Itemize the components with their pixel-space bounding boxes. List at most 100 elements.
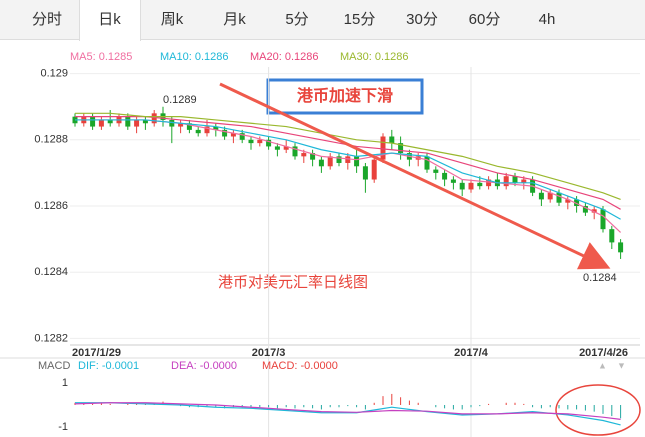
candle-body	[327, 156, 333, 167]
tab[interactable]: 4h	[538, 11, 556, 28]
candle-body	[591, 209, 597, 213]
candle-body	[134, 119, 140, 127]
annotation-box	[266, 78, 424, 115]
candle-body	[257, 139, 263, 144]
candle-body	[503, 176, 509, 187]
candle-body	[521, 179, 527, 183]
macd-label: MACD	[38, 360, 70, 372]
candle-body	[169, 119, 175, 127]
candle-body	[213, 126, 219, 130]
candle-body	[486, 179, 492, 187]
candle-body	[354, 156, 360, 167]
candle-body	[512, 176, 518, 183]
candle-body	[274, 146, 280, 150]
candle-body	[283, 146, 289, 150]
candle-body	[618, 242, 624, 253]
ma-line	[75, 112, 621, 200]
x-tick-label: 2017/1/29	[72, 347, 121, 359]
y-tick-label: 0.1286	[34, 200, 68, 212]
candle-body	[345, 156, 351, 163]
y-tick-label: 0.1284	[34, 266, 68, 278]
candle-body	[125, 116, 131, 127]
macd-line	[74, 402, 621, 420]
ma-line	[75, 116, 621, 210]
x-tick-label: 2017/4/26	[579, 347, 628, 359]
legend-entry: MA30: 0.1286	[340, 51, 409, 63]
tab[interactable]: 15分	[343, 11, 376, 28]
tab[interactable]: 周k	[160, 11, 184, 28]
candle-body	[468, 182, 474, 190]
candle-body	[609, 229, 615, 243]
candle-body	[310, 153, 316, 160]
candle-body	[433, 169, 439, 173]
ma-line	[75, 119, 621, 220]
candle-body	[574, 199, 580, 206]
candle-body	[107, 119, 113, 124]
candle-body	[222, 129, 228, 137]
candle-body	[239, 133, 245, 140]
annotation-box-text: 港币加速下滑	[297, 86, 393, 105]
tab[interactable]: 日k	[78, 0, 141, 41]
y-tick-label: 0.1288	[34, 134, 68, 146]
candle-body	[398, 143, 404, 154]
candle-body	[336, 156, 342, 163]
candle-body	[565, 199, 571, 203]
tab[interactable]: 5分	[285, 11, 309, 28]
candle-body	[547, 192, 553, 200]
legend-entry: MA20: 0.1286	[250, 51, 319, 63]
y-tick-label: 0.129	[40, 68, 68, 80]
y-tick-label: 0.1282	[34, 332, 68, 344]
candle-body	[582, 206, 588, 213]
candle-body	[301, 153, 307, 157]
trend-arrow	[219, 82, 611, 270]
candle-body	[266, 139, 272, 147]
candle-body	[600, 209, 606, 230]
macd-legend: DEA: -0.0000	[171, 360, 237, 372]
candle-body	[389, 136, 395, 144]
candle-body	[459, 182, 465, 190]
tab[interactable]: 60分	[468, 11, 501, 28]
candle-body	[186, 123, 192, 130]
candle-body	[90, 116, 96, 127]
annotation-text: 港币对美元汇率日线图	[218, 274, 368, 291]
high-label: 0.1289	[163, 94, 197, 106]
candle-body	[318, 159, 324, 167]
legend-entry: MA5: 0.1285	[70, 51, 132, 63]
candle-body	[195, 129, 201, 134]
ma-line	[75, 119, 622, 233]
candle-body	[450, 179, 456, 183]
candle-body	[538, 192, 544, 200]
legend-entry: MA10: 0.1286	[160, 51, 229, 63]
candle-body	[292, 146, 298, 157]
macd-y-tick-label: -1	[58, 421, 68, 433]
candle-body	[151, 113, 157, 124]
candle-body	[248, 139, 254, 144]
candle-body	[442, 172, 448, 180]
candle-body	[556, 192, 562, 203]
candle-body	[477, 182, 483, 187]
candle-body	[371, 159, 377, 180]
candle-body	[204, 126, 210, 134]
tab-bar: 分时 日k 周k 月k 5分 15分 30分 60分 4h	[0, 0, 645, 41]
tab[interactable]: 30分	[406, 11, 438, 28]
tab[interactable]: 分时	[31, 11, 62, 28]
low-label: 0.1284	[583, 272, 617, 284]
tab[interactable]: 月k	[223, 11, 246, 28]
highlight-ellipse	[555, 384, 641, 436]
candle-body	[178, 123, 184, 127]
candle-body	[380, 136, 386, 160]
x-tick-label: 2017/4	[454, 347, 489, 359]
macd-legend: DIF: -0.0001	[78, 360, 139, 372]
candle-body	[142, 119, 148, 124]
candle-body	[424, 156, 430, 170]
candle-body	[362, 166, 368, 180]
candle-body	[98, 119, 104, 127]
scroll-down[interactable]: ▼	[617, 360, 626, 370]
candle-body	[230, 133, 236, 137]
macd-legend: MACD: -0.0000	[262, 360, 338, 372]
x-tick-label: 2017/3	[252, 347, 286, 359]
macd-y-tick-label: 1	[62, 377, 68, 389]
scroll-up[interactable]: ▲	[598, 360, 607, 370]
